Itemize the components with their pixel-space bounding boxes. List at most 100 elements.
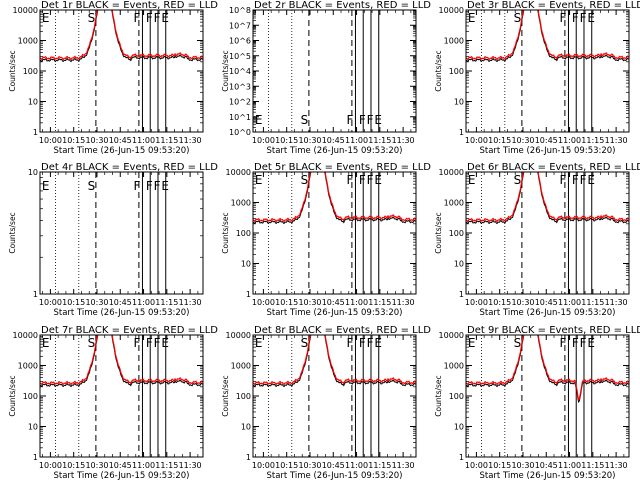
y-tick-label: 10^3 <box>229 82 251 91</box>
plot-frame <box>39 171 204 295</box>
x-tick-label: 10:15 <box>275 298 298 307</box>
lld-curve <box>466 172 629 223</box>
x-tick-label: 10:45 <box>109 461 132 470</box>
y-tick-label: 10000 <box>226 331 251 340</box>
x-tick-label: 10:15 <box>62 461 85 470</box>
marker-letter: E <box>161 179 169 193</box>
y-tick-label: 10 <box>454 423 464 432</box>
events-curve <box>40 335 203 388</box>
marker-letter: F <box>346 336 353 350</box>
y-tick-label: 1 <box>33 453 38 462</box>
x-axis-label: Start Time (26-Jun-15 09:53:20) <box>480 146 616 156</box>
y-tick-label: 10^8 <box>229 6 251 15</box>
marker-letter: F <box>580 11 587 25</box>
x-axis-label: Start Time (26-Jun-15 09:53:20) <box>480 308 616 318</box>
y-axis-label: Counts/sec <box>221 50 230 91</box>
marker-letter: F <box>580 173 587 187</box>
x-tick-label: 10:15 <box>62 298 85 307</box>
x-tick-label: 11:30 <box>179 136 202 145</box>
marker-letter: F <box>154 179 161 193</box>
y-axis-label: Counts/sec <box>434 375 443 416</box>
x-tick-label: 10:30 <box>298 136 321 145</box>
panel-title: Det 4r BLACK = Events, RED = LLD <box>41 162 218 173</box>
y-tick-label: 1 <box>459 453 464 462</box>
x-tick-label: 11:30 <box>392 461 415 470</box>
marker-letter: F <box>154 11 161 25</box>
y-tick-label: 1000 <box>444 362 464 371</box>
y-axis-label: Counts/sec <box>221 212 230 253</box>
x-tick-label: 10:00 <box>465 298 488 307</box>
marker-letter: E <box>374 336 382 350</box>
marker-letter: S <box>88 179 96 193</box>
x-tick-label: 10:30 <box>511 461 534 470</box>
y-tick-label: 10000 <box>439 331 464 340</box>
panel-det-2: Det 2r BLACK = Events, RED = LLD 10^0 10^1… <box>221 0 431 156</box>
marker-letter: F <box>367 336 374 350</box>
x-tick-label: 11:00 <box>558 298 581 307</box>
marker-letter: S <box>88 11 96 25</box>
x-tick-label: 11:00 <box>132 461 155 470</box>
x-tick-label: 11:30 <box>605 298 628 307</box>
marker-letter: F <box>146 179 153 193</box>
x-tick-label: 11:15 <box>155 136 178 145</box>
marker-letter: F <box>572 11 579 25</box>
x-axis-label: Start Time (26-Jun-15 09:53:20) <box>267 471 403 480</box>
marker-letter: F <box>146 11 153 25</box>
x-tick-label: 10:30 <box>85 461 108 470</box>
x-tick-label: 10:15 <box>275 461 298 470</box>
marker-letter: F <box>346 113 353 127</box>
y-axis-label: Counts/sec <box>434 50 443 91</box>
marker-letter: F <box>133 336 140 350</box>
lld-curve <box>466 10 629 61</box>
marker-letter: E <box>587 173 595 187</box>
lld-curve <box>40 10 203 61</box>
x-tick-label: 11:30 <box>179 461 202 470</box>
y-tick-label: 10 <box>28 423 38 432</box>
x-axis-label: Start Time (26-Jun-15 09:53:20) <box>267 146 403 156</box>
panel-det-4: Det 4r BLACK = Events, RED = LLD 1 10 10:00… <box>8 162 218 318</box>
marker-letter: E <box>255 336 263 350</box>
x-axis-label: Start Time (26-Jun-15 09:53:20) <box>54 308 190 318</box>
y-tick-label: 10 <box>454 98 464 107</box>
x-tick-label: 10:15 <box>275 136 298 145</box>
x-tick-label: 11:00 <box>558 461 581 470</box>
x-tick-label: 10:00 <box>465 461 488 470</box>
marker-letter: S <box>301 173 309 187</box>
events-curve <box>466 335 629 403</box>
y-axis-label: Counts/sec <box>8 375 17 416</box>
marker-letter: E <box>161 336 169 350</box>
y-tick-label: 100 <box>449 67 464 76</box>
x-tick-label: 10:45 <box>535 461 558 470</box>
y-tick-label: 10 <box>28 98 38 107</box>
x-tick-label: 10:00 <box>252 298 275 307</box>
marker-letter: E <box>42 11 50 25</box>
x-tick-label: 10:00 <box>252 136 275 145</box>
marker-letter: E <box>42 336 50 350</box>
x-tick-label: 11:15 <box>581 298 604 307</box>
x-tick-label: 11:15 <box>368 461 391 470</box>
marker-letter: E <box>42 179 50 193</box>
panel-det-3: Det 3r BLACK = Events, RED = LLD 1 10 100 10… <box>434 0 640 156</box>
x-tick-label: 11:30 <box>392 136 415 145</box>
x-tick-label: 10:00 <box>39 136 62 145</box>
marker-letter: E <box>587 336 595 350</box>
panel-det-9: Det 9r BLACK = Events, RED = LLD 1 10 100 10… <box>434 325 640 480</box>
y-axis-label: Counts/sec <box>434 212 443 253</box>
x-tick-label: 10:15 <box>488 136 511 145</box>
y-axis-label: Counts/sec <box>221 375 230 416</box>
marker-letter: E <box>255 113 263 127</box>
x-axis-label: Start Time (26-Jun-15 09:53:20) <box>480 471 616 480</box>
y-tick-label: 1 <box>33 128 38 137</box>
panel-det-6: Det 6r BLACK = Events, RED = LLD 1 10 100 10… <box>434 162 640 318</box>
marker-letter: F <box>346 173 353 187</box>
marker-letter: F <box>133 11 140 25</box>
plot-frame <box>465 9 630 133</box>
events-curve <box>40 10 203 63</box>
marker-letter: F <box>580 336 587 350</box>
marker-letter: F <box>359 173 366 187</box>
x-tick-label: 10:45 <box>109 298 132 307</box>
y-tick-label: 10000 <box>226 168 251 177</box>
y-tick-label: 10 <box>28 168 38 177</box>
x-tick-label: 10:15 <box>62 136 85 145</box>
